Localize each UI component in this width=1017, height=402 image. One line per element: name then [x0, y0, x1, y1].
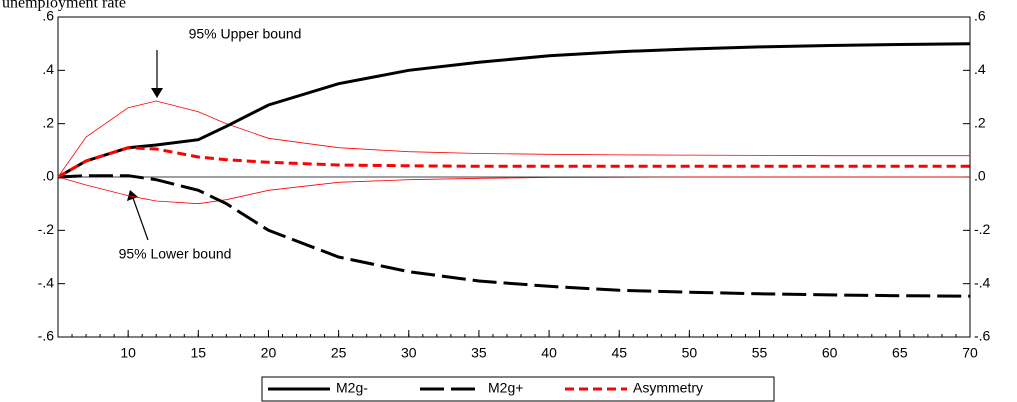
- y-tick-label: .6: [42, 8, 54, 24]
- y-tick-label: -.2: [38, 221, 55, 237]
- y2-tick-label: -.4: [974, 274, 991, 290]
- annotation-arrowhead: [151, 88, 163, 98]
- legend: [261, 376, 775, 402]
- x-tick-label: 50: [682, 345, 698, 361]
- annotation: 95% Lower bound: [119, 246, 232, 262]
- y2-tick-label: -.2: [974, 221, 991, 237]
- series-line: [57, 42, 971, 179]
- legend-label: M2g-: [336, 380, 368, 396]
- x-tick-label: 40: [541, 345, 557, 361]
- legend-label: Asymmetry: [633, 380, 703, 396]
- bound-line: [57, 100, 970, 178]
- x-tick-label: 20: [261, 345, 277, 361]
- x-tick-label: 60: [822, 345, 838, 361]
- y-tick-label: -.4: [38, 274, 55, 290]
- x-tick-label: 30: [401, 345, 417, 361]
- y-tick-label: .2: [42, 114, 54, 130]
- annotation: 95% Upper bound: [189, 26, 302, 42]
- x-tick-label: 10: [120, 345, 136, 361]
- y2-tick-label: .0: [974, 168, 986, 184]
- x-tick-label: 25: [331, 345, 347, 361]
- legend-label: M2g+: [488, 380, 523, 396]
- y2-tick-label: .4: [974, 61, 986, 77]
- bound-line: [57, 176, 970, 205]
- annotation-arrowhead: [127, 190, 138, 201]
- x-tick-label: 15: [191, 345, 207, 361]
- y-tick-label: .0: [42, 168, 54, 184]
- annotation-arrow: [132, 197, 149, 241]
- chart-title: unemployment rate: [2, 0, 126, 12]
- series-line: [57, 174, 971, 298]
- y-tick-label: .4: [42, 61, 54, 77]
- series-line: [57, 146, 970, 179]
- x-tick-label: 55: [752, 345, 768, 361]
- y2-tick-label: .2: [974, 114, 986, 130]
- y-tick-label: -.6: [38, 328, 55, 344]
- x-tick-label: 70: [962, 345, 978, 361]
- y2-tick-label: .6: [974, 8, 986, 24]
- x-tick-label: 35: [471, 345, 487, 361]
- x-tick-label: 45: [611, 345, 627, 361]
- y2-tick-label: -.6: [974, 328, 991, 344]
- x-tick-label: 65: [892, 345, 908, 361]
